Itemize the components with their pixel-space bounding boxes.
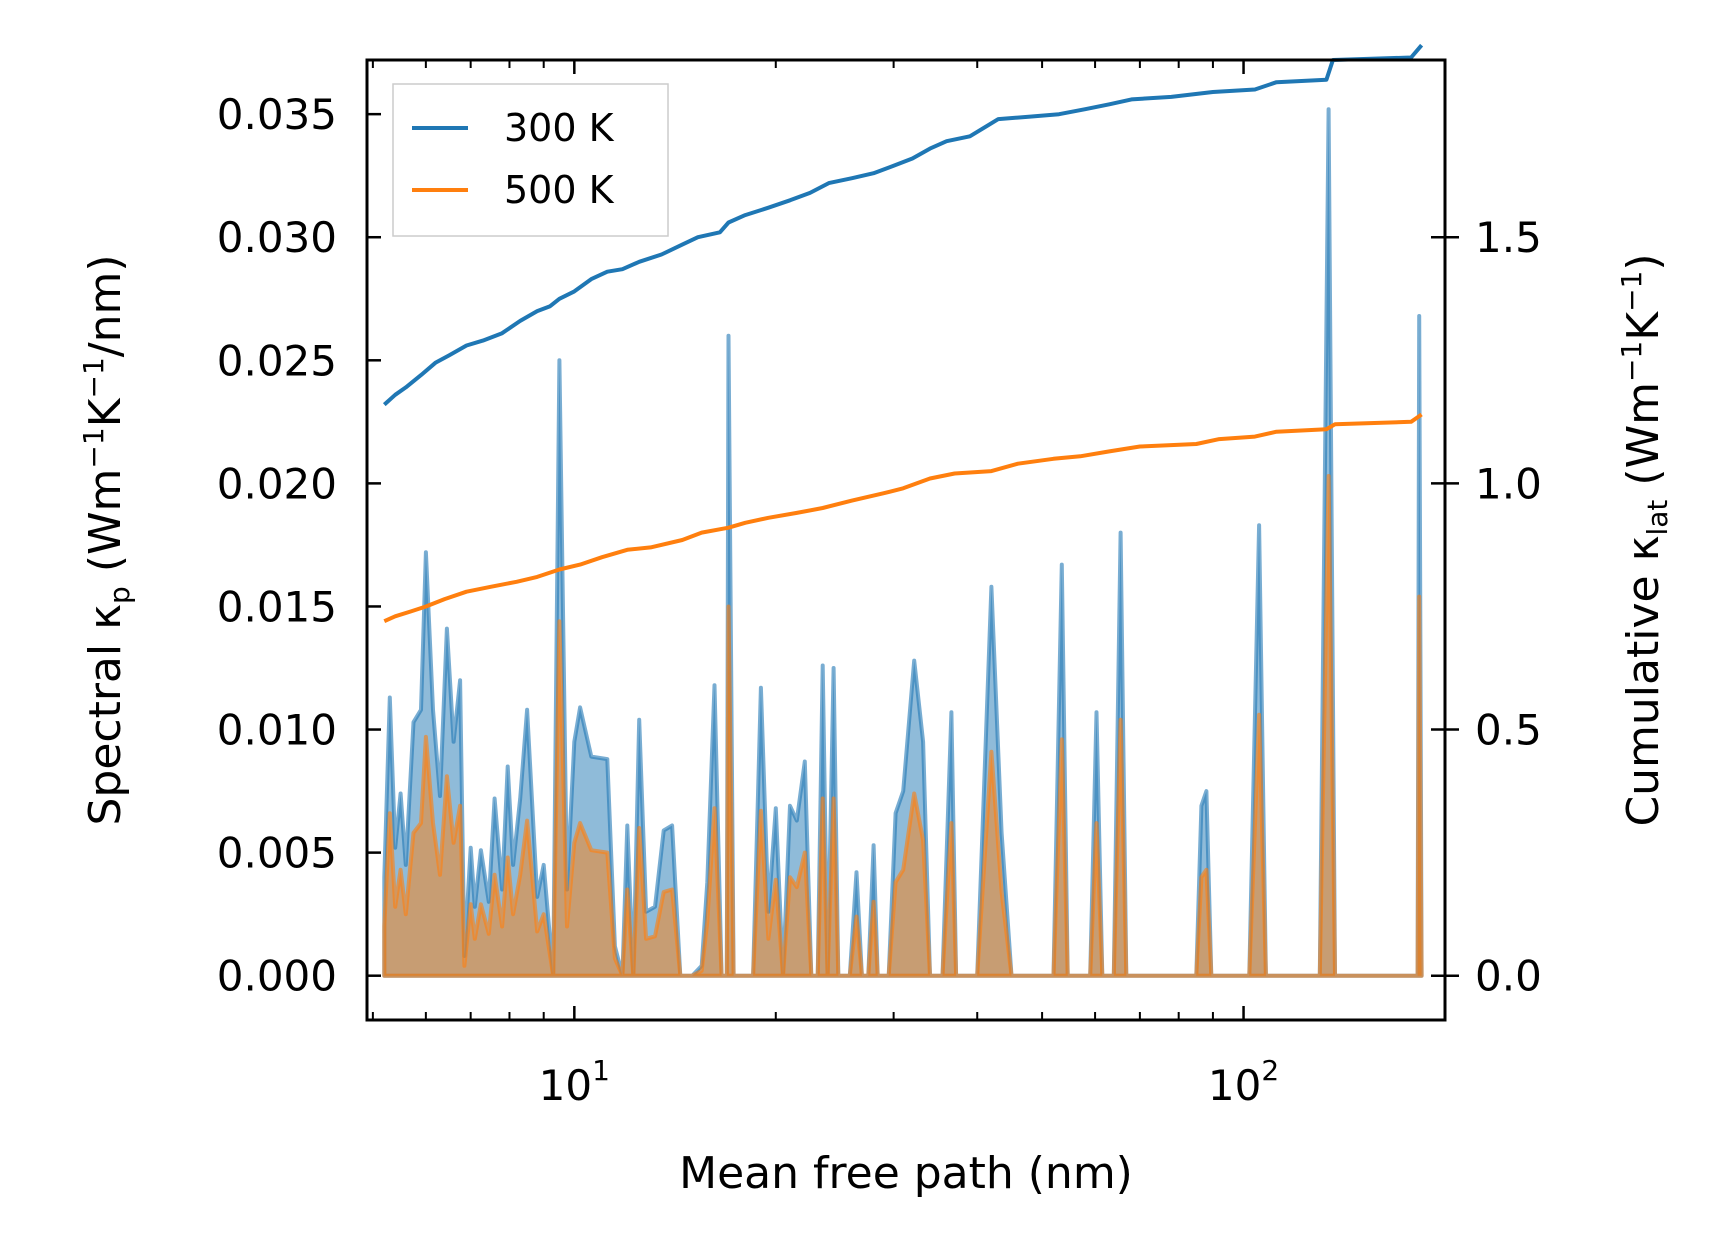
y-tick-label: 0.000 [217,952,337,1001]
y2-axis-title-sub: lat [1641,500,1674,536]
y-tick-label: 0.020 [217,459,337,508]
legend-label-500k: 500 K [504,168,615,212]
x-tick-label: 102 [1208,1054,1279,1110]
y-tick-label: 0.035 [217,90,337,139]
spectral-area-300k [382,107,1424,978]
y2-axis-title-post: ) [1618,253,1669,270]
y2-axis-title-pre: Cumulative κ [1618,535,1669,826]
spectral-area-500k [382,474,1424,978]
plot-frame [365,58,1447,1022]
x-tick-label: 101 [539,1054,610,1110]
y2-axis-title-sup1: −1 [1615,341,1648,382]
y-axis-title-sup1: −1 [77,427,110,468]
y-axis-title-mid2: K [80,397,131,427]
y-tick-label: 0.025 [217,336,337,385]
spectral-fill-layer [382,107,1424,978]
y2-axis-title-mid: (Wm [1618,382,1669,500]
y2-tick-label: 1.5 [1475,213,1542,262]
y2-tick-label: 0.0 [1475,952,1542,1001]
y2-axis-title-mid2: K [1618,311,1669,341]
y-axis-title-sup2: −1 [77,357,110,398]
y-axis-title-pre: Spectral κ [80,604,131,826]
y-axis-title: Spectral κp (Wm−1K−1/nm) [77,254,136,825]
y-axis-title-mid: (Wm [80,469,131,587]
y-tick-label: 0.015 [217,582,337,631]
legend: 300 K 500 K [392,83,669,237]
legend-frame [392,83,669,237]
y-axis-title-sub: p [103,586,136,604]
tick-layer: 0.000 0.005 0.010 0.015 0.020 0.025 0.030 0.035… [217,60,1542,1110]
y-axis-title-post: /nm) [80,254,131,357]
x-axis-title: Mean free path (nm) [679,1148,1133,1199]
y2-tick-label: 0.5 [1475,706,1542,755]
y2-axis-title: Cumulative κlat (Wm−1K−1) [1615,253,1674,826]
y2-axis-title-sup2: −1 [1615,271,1648,312]
y-tick-label: 0.005 [217,829,337,878]
legend-label-300k: 300 K [504,106,615,150]
y2-tick-label: 1.0 [1475,459,1542,508]
y-tick-label: 0.010 [217,706,337,755]
cumulative-line-500k [383,412,1423,624]
y-tick-label: 0.030 [217,213,337,262]
cumulative-line-layer [382,43,1424,624]
cumulative-line-300k [382,43,1424,407]
